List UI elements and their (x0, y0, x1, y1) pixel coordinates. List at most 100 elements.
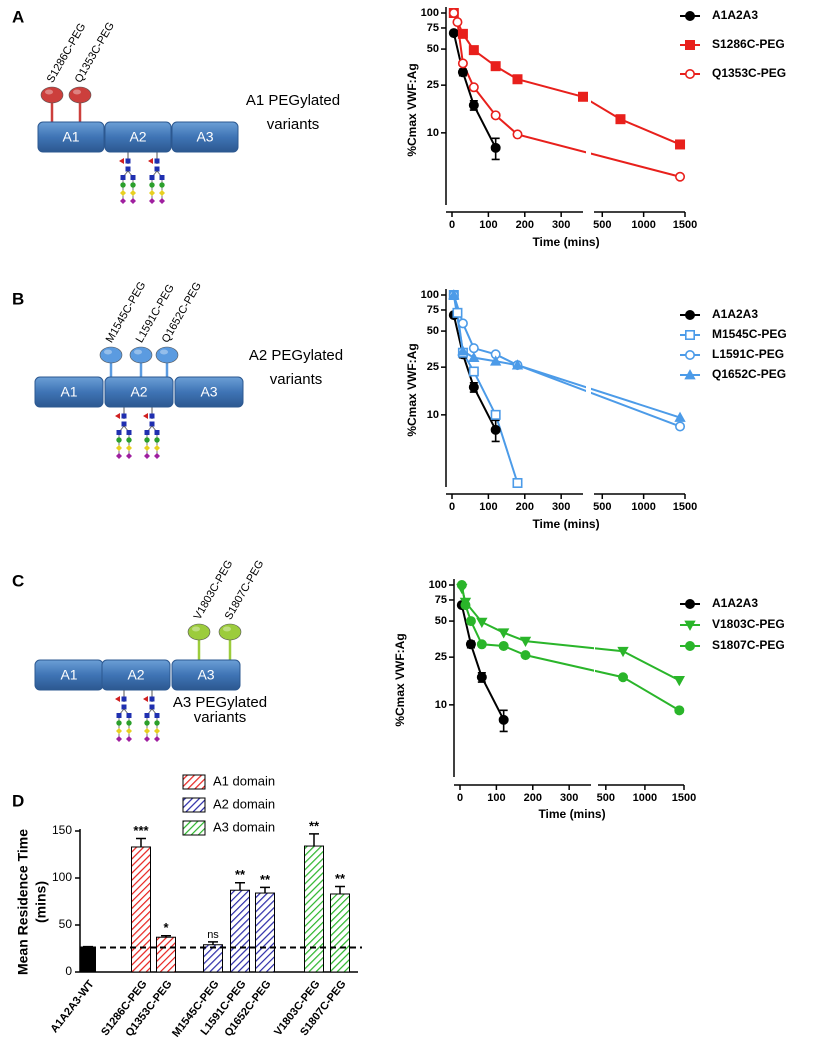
legend-label: L1591C-PEG (712, 347, 784, 361)
legend-marker (684, 369, 696, 380)
x-tick-label: 500 (593, 219, 611, 231)
panel-label: D (12, 791, 24, 810)
glycan-gal (154, 445, 160, 451)
marker (465, 639, 476, 650)
glycan-gal (126, 728, 132, 734)
x-tick-label: 1000 (631, 501, 655, 513)
marker (490, 61, 501, 72)
marker (468, 382, 479, 393)
error-bar (309, 833, 319, 847)
error-bar (161, 935, 171, 938)
marker (675, 139, 686, 150)
legend-label: V1803C-PEG (712, 617, 785, 631)
marker (497, 628, 510, 639)
y-tick-label: 25 (427, 361, 439, 373)
error-bar (136, 837, 146, 847)
panel-label: B (12, 289, 24, 308)
peg-shine (104, 349, 112, 355)
axis-break (586, 5, 591, 209)
marker (498, 714, 509, 725)
peg-shine (223, 626, 231, 632)
peg-shine (73, 89, 81, 95)
domain-block (34, 376, 104, 408)
y-tick-label: 150 (52, 823, 72, 837)
glycan-glcnac (154, 158, 160, 164)
glycan-gal (126, 445, 132, 451)
glycan-glcnac (149, 696, 155, 702)
marker (468, 82, 479, 93)
series-line (460, 584, 680, 712)
glycan-mannose (144, 720, 150, 726)
domain-block (104, 376, 174, 408)
legend-marker (684, 309, 695, 320)
legend-marker (684, 329, 695, 340)
error-bar (260, 886, 270, 894)
x-tick-label: 100 (479, 501, 497, 513)
x-tick-label: 0 (457, 792, 463, 804)
glycan-square (144, 713, 150, 718)
glycan-glcnac (121, 421, 127, 427)
glycan-square (130, 175, 136, 180)
marker (452, 17, 463, 28)
marker (673, 676, 685, 687)
domain-block (171, 659, 241, 691)
glycan-square (126, 430, 132, 435)
y-tick-label: 75 (427, 22, 439, 34)
bar (131, 846, 151, 973)
y-tick-label: 100 (421, 7, 439, 19)
glycan-square (116, 430, 122, 435)
peg-shine (160, 349, 168, 355)
domain-block (101, 659, 171, 691)
glycan-sia (159, 198, 165, 204)
y-axis-label: Mean Residence Time (15, 829, 31, 975)
significance: ** (260, 872, 271, 887)
glycan-gal (154, 728, 160, 734)
significance: ** (309, 818, 320, 833)
glycan-fucose (143, 696, 148, 702)
x-tick-label: 1500 (672, 792, 696, 804)
marker (468, 366, 479, 377)
y-tick-label: 100 (429, 579, 447, 591)
legend-marker (684, 11, 695, 21)
x-tick-label: 0 (449, 501, 455, 513)
marker (468, 351, 480, 363)
glycan-glcnac (121, 413, 127, 419)
legend-label: M1545C-PEG (712, 327, 787, 341)
panel-label: A (12, 7, 24, 26)
series-line (460, 587, 680, 682)
x-tick-label: 1000 (631, 219, 655, 231)
peg-shine (45, 89, 53, 95)
bar (230, 889, 250, 973)
legend-marker (684, 69, 695, 80)
glycan-gal (130, 190, 136, 196)
legend-marker (684, 598, 695, 609)
glycan-square (144, 430, 150, 435)
x-tick-label: 1000 (633, 792, 657, 804)
peg-ball (99, 346, 123, 364)
y-axis-label: %Cmax VWF:Ag (405, 63, 419, 156)
glycan-square (154, 430, 160, 435)
marker (476, 639, 487, 650)
legend-swatch (182, 820, 206, 836)
y-tick-label: 50 (59, 917, 73, 931)
peg-shine (134, 349, 142, 355)
x-axis-label: Time (mins) (532, 517, 599, 531)
series-line (460, 604, 505, 721)
axis-break (586, 287, 591, 491)
marker (511, 359, 524, 370)
x-tick-label: 200 (524, 792, 542, 804)
y-axis-label: %Cmax VWF:Ag (393, 633, 407, 726)
glycan-glcnac (149, 413, 155, 419)
marker (512, 74, 523, 85)
marker (457, 28, 468, 39)
bar (156, 936, 176, 973)
marker (468, 45, 479, 56)
peg-shine (192, 626, 200, 632)
glycan-fucose (119, 158, 124, 164)
glycan-mannose (144, 437, 150, 443)
glycan-square (159, 175, 165, 180)
bar (255, 892, 275, 973)
glycan-gal (120, 190, 126, 196)
peg-ball (187, 623, 211, 641)
marker (674, 411, 686, 422)
